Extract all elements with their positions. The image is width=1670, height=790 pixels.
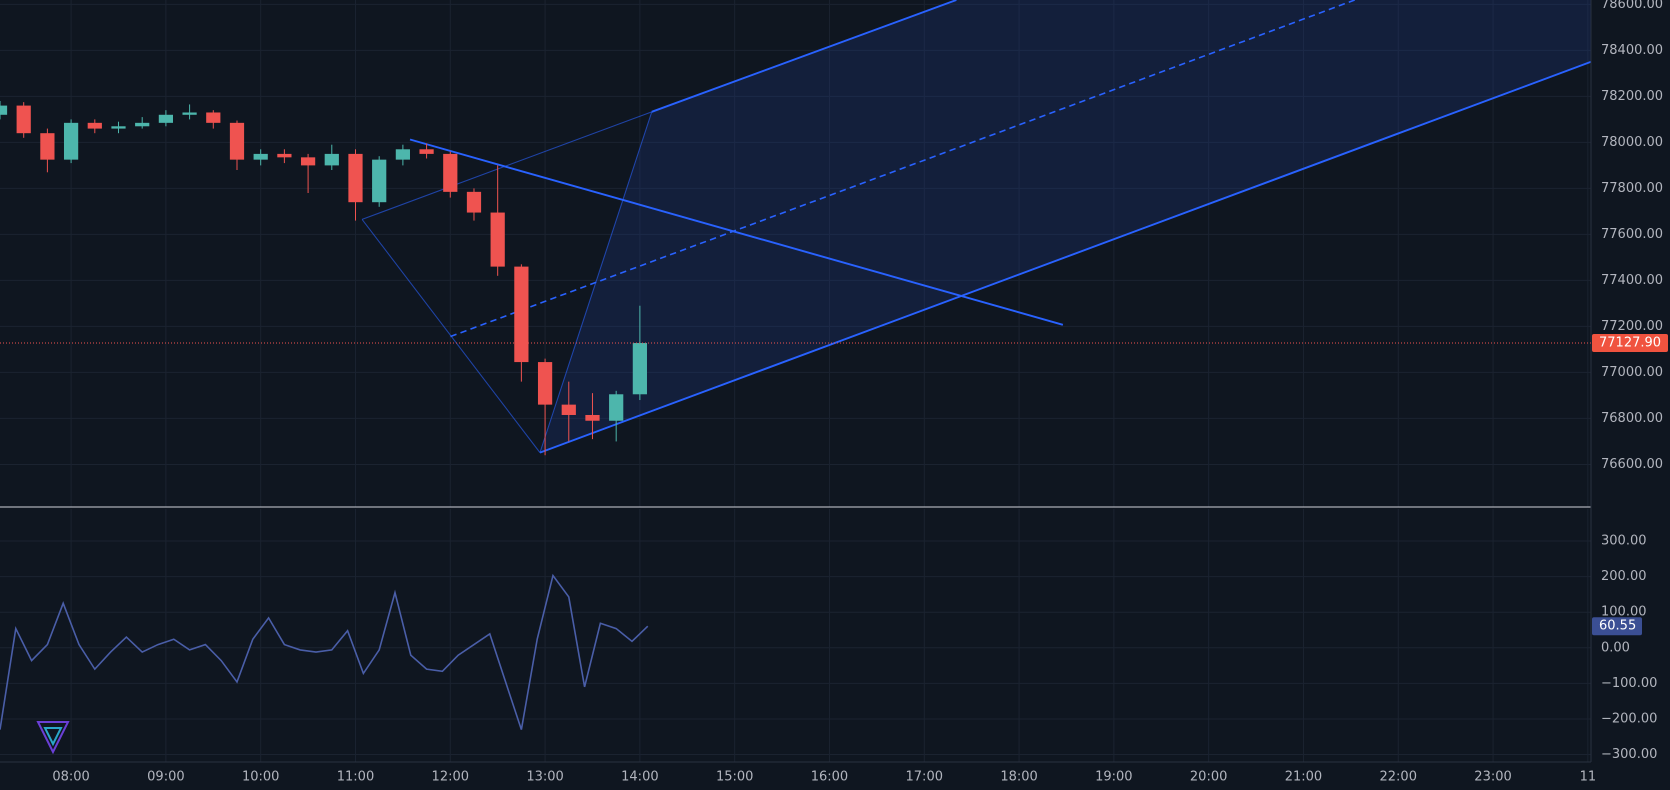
candle-body (253, 153, 268, 160)
candle-body (229, 122, 245, 160)
candle-body (466, 191, 482, 213)
candle-body (419, 149, 434, 154)
candle-body (0, 105, 8, 115)
median-line (450, 0, 1355, 338)
y-tick-label: 78400.00 (1601, 43, 1663, 58)
candle-body (135, 122, 150, 127)
y-tick-label: 200.00 (1601, 569, 1647, 584)
x-tick-label: 13:00 (526, 770, 563, 785)
y-tick-label: 76800.00 (1601, 411, 1663, 426)
y-tick-label: 77400.00 (1601, 273, 1663, 288)
x-tick-label: 19:00 (1095, 770, 1132, 785)
last-price-label: 77127.90 (1599, 336, 1661, 351)
candle-body (87, 122, 102, 129)
upper-line (651, 0, 957, 113)
candle-body (561, 404, 576, 415)
y-tick-label: 78200.00 (1601, 89, 1663, 104)
y-tick-label: 77000.00 (1601, 365, 1663, 380)
indicator-line (0, 573, 649, 730)
y-tick-label: 0.00 (1601, 640, 1630, 655)
y-tick-label: 78600.00 (1601, 0, 1663, 12)
x-tick-label: 23:00 (1474, 770, 1511, 785)
candle-body (537, 362, 553, 405)
x-tick-label: 17:00 (906, 770, 943, 785)
logo-shape (36, 721, 70, 755)
candle-body (348, 153, 363, 203)
candle-body (395, 149, 410, 160)
x-tick-label: 18:00 (1000, 770, 1037, 785)
x-tick-label: 09:00 (147, 770, 184, 785)
y-tick-label: 77800.00 (1601, 181, 1663, 196)
indicator-value-box (1592, 617, 1642, 636)
x-tick-label: 20:00 (1190, 770, 1227, 785)
y-tick-label: −200.00 (1601, 711, 1657, 726)
candle-body (372, 159, 387, 203)
candle-body (206, 112, 221, 123)
candle-body (16, 105, 31, 134)
y-tick-label: −300.00 (1601, 747, 1657, 762)
pitchfork-fill (539, 0, 1592, 453)
candle-body (632, 343, 647, 395)
y-tick-label: 76600.00 (1601, 457, 1663, 472)
y-tick-label: 100.00 (1601, 605, 1647, 620)
y-tick-label: −100.00 (1601, 676, 1657, 691)
candle-body (111, 126, 126, 129)
candle-body (490, 212, 505, 267)
indicator-value-label: 60.55 (1599, 619, 1636, 634)
candle-body (324, 153, 339, 166)
candle-body (609, 394, 624, 421)
candle-body (585, 414, 600, 421)
x-tick-label: 22:00 (1380, 770, 1417, 785)
x-tick-label: 21:00 (1285, 770, 1322, 785)
y-tick-label: 77600.00 (1601, 227, 1663, 242)
handle-line (361, 111, 652, 220)
last-price-box (1592, 334, 1668, 353)
trend-line (409, 138, 1064, 326)
candle-body (514, 266, 529, 363)
x-tick-label: 16:00 (811, 770, 848, 785)
candle-body (300, 157, 316, 166)
candle-body (63, 122, 79, 160)
y-tick-label: 300.00 (1601, 534, 1647, 549)
x-tick-label: 11:00 (337, 770, 374, 785)
x-tick-label: 11 (1580, 770, 1597, 785)
x-tick-label: 08:00 (52, 770, 89, 785)
y-tick-label: 77200.00 (1601, 319, 1663, 334)
y-tick-label: 78000.00 (1601, 135, 1663, 150)
logo-shape (43, 727, 63, 747)
candle-body (40, 133, 55, 160)
candle-body (182, 112, 197, 115)
x-tick-label: 14:00 (621, 770, 658, 785)
candle-body (443, 153, 458, 192)
x-tick-label: 15:00 (716, 770, 753, 785)
lower-line (539, 60, 1592, 454)
pitchfork-drawing (361, 0, 1592, 454)
x-tick-label: 12:00 (432, 770, 469, 785)
logo (36, 721, 70, 755)
candle-body (277, 153, 292, 158)
candle-body (158, 114, 174, 123)
x-tick-label: 10:00 (242, 770, 279, 785)
